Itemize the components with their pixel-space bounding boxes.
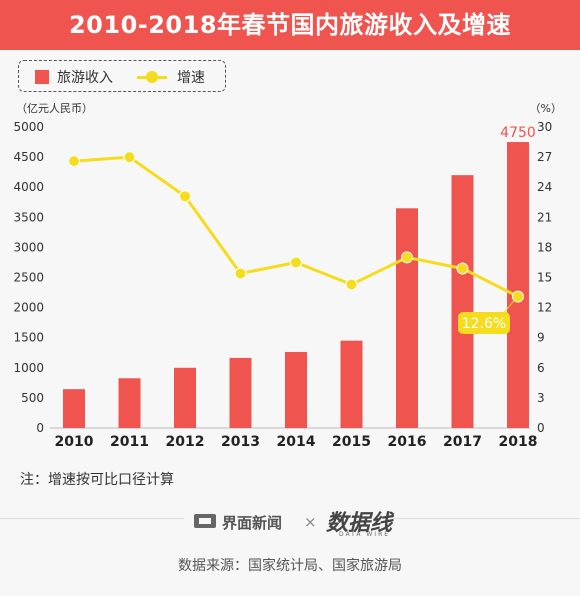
growth-point (179, 190, 191, 203)
title-bar (0, 0, 580, 50)
x-tick-label: 2011 (110, 434, 149, 450)
right-tick-label: 24 (537, 180, 552, 194)
left-tick-label: 1500 (13, 331, 44, 345)
x-tick-label: 2017 (443, 434, 482, 450)
bar (174, 367, 196, 428)
growth-callout-label: 12.6% (462, 316, 506, 332)
growth-point (456, 262, 469, 275)
left-tick-label: 0 (36, 421, 44, 435)
left-axis-label: （亿元人民币） (16, 102, 93, 115)
legend-bar-swatch (35, 70, 49, 84)
left-tick-label: 4500 (13, 150, 44, 164)
left-tick-label: 4000 (13, 180, 44, 194)
right-tick-label: 3 (537, 391, 545, 405)
growth-callout-box (458, 312, 510, 334)
left-tick-label: 5000 (13, 120, 44, 134)
x-tick-label: 2016 (388, 434, 427, 450)
right-tick-label: 30 (537, 120, 552, 134)
source-note: 数据来源：国家统计局、国家旅游局 (178, 558, 402, 574)
datawire-logo: 数据线 (326, 510, 393, 536)
x-tick-label: 2015 (332, 434, 371, 450)
legend-label-income: 旅游收入 (57, 70, 113, 86)
legend-dot-swatch (146, 71, 158, 83)
x-tick-label: 2014 (277, 434, 316, 450)
legend-label-growth: 增速 (177, 70, 205, 86)
brand-name: 界面新闻 (222, 514, 283, 532)
chart-title: 2010-2018年春节国内旅游收入及增速 (68, 11, 512, 39)
left-tick-label: 500 (21, 391, 44, 405)
right-tick-label: 12 (537, 301, 552, 315)
x-tick-label: 2012 (166, 434, 205, 450)
divider-right (394, 518, 580, 519)
left-tick-label: 1000 (13, 361, 44, 375)
brand-icon (194, 514, 216, 528)
divider-left (0, 518, 184, 519)
growth-point (234, 267, 247, 280)
bar (285, 351, 307, 428)
growth-point (123, 151, 136, 164)
x-tick-label: 2010 (55, 434, 94, 450)
footnote: 注：增速按可比口径计算 (20, 472, 174, 488)
growth-point (290, 256, 302, 269)
left-tick-label: 2500 (13, 271, 44, 285)
growth-line (73, 155, 519, 298)
bar (340, 340, 363, 428)
x-tick-label: 2018 (499, 434, 538, 450)
left-tick-label: 3500 (13, 210, 44, 224)
bar (507, 142, 529, 429)
legend: 旅游收入 增速 (18, 60, 226, 92)
right-tick-label: 21 (537, 210, 552, 224)
growth-point (68, 155, 80, 168)
right-tick-label: 6 (537, 361, 545, 375)
growth-point (401, 251, 413, 264)
chart-canvas: （亿元人民币） （%） 0 500 1000 1500 2000 2500 3000 3500 40… (13, 102, 562, 450)
left-tick-label: 3000 (13, 240, 44, 254)
right-tick-label: 15 (537, 271, 552, 285)
bar (229, 357, 252, 428)
right-axis-label: （%） (530, 102, 562, 115)
bar (451, 175, 474, 428)
right-tick-label: 9 (537, 331, 545, 345)
growth-point (512, 290, 524, 303)
right-tick-label: 18 (537, 240, 552, 254)
bar (118, 378, 141, 428)
growth-point (345, 278, 358, 291)
bar-value-label: 4750 (500, 125, 536, 141)
right-tick-label: 0 (537, 421, 545, 435)
times-sign: × (304, 513, 317, 531)
left-tick-label: 2000 (13, 301, 44, 315)
x-tick-label: 2013 (221, 434, 260, 450)
right-tick-label: 27 (537, 150, 552, 164)
datawire-logo-sub: DATA WIRE (339, 531, 391, 538)
bar (396, 208, 418, 428)
bar (63, 389, 85, 428)
